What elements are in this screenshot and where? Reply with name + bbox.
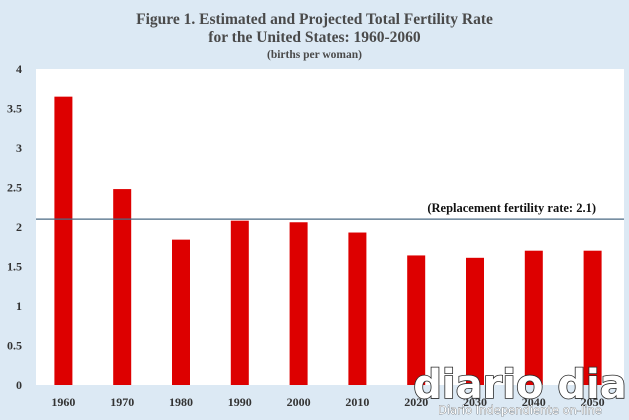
x-axis: 1960 1970 1980 1990 2000 2010 2020 2030 2040 2050 xyxy=(51,395,604,409)
bar-2020 xyxy=(407,255,426,385)
y-axis: 0 0.5 1 1.5 2 2.5 3 3.5 4 xyxy=(7,62,22,392)
bar-2030 xyxy=(466,257,484,385)
bars xyxy=(54,96,602,386)
x-tick-label: 2020 xyxy=(404,395,428,409)
y-tick-label: 0.5 xyxy=(7,339,22,353)
y-tick-label: 1 xyxy=(16,299,22,313)
bar-2010 xyxy=(348,232,367,385)
y-tick-label: 0 xyxy=(16,378,22,392)
bar-2040 xyxy=(524,250,543,385)
y-tick-label: 3 xyxy=(16,141,22,155)
x-tick-label: 1970 xyxy=(110,395,134,409)
y-tick-label: 2 xyxy=(16,220,22,234)
x-tick-label: 1960 xyxy=(51,395,75,409)
bar-2000 xyxy=(289,222,308,385)
x-tick-label: 2000 xyxy=(287,395,311,409)
watermark-tagline: Diario Independiente on-line xyxy=(438,403,602,417)
bar-1990 xyxy=(230,220,249,385)
chart-title-line2: for the United States: 1960-2060 xyxy=(208,29,421,46)
y-tick-label: 4 xyxy=(16,62,22,76)
x-tick-label: 1990 xyxy=(228,395,252,409)
bar-2050 xyxy=(583,250,602,385)
x-tick-label: 2010 xyxy=(345,395,369,409)
bar-1980 xyxy=(172,239,190,385)
y-tick-label: 3.5 xyxy=(7,102,22,116)
y-tick-label: 2.5 xyxy=(7,181,22,195)
x-tick-label: 1980 xyxy=(169,395,193,409)
replacement-rate-label: (Replacement fertility rate: 2.1) xyxy=(427,201,596,215)
x-tick-label: 2050 xyxy=(581,395,605,409)
reference-line-group: (Replacement fertility rate: 2.1) xyxy=(36,201,624,220)
watermark-brand: diario dia xyxy=(413,362,627,408)
chart-subtitle: (births per woman) xyxy=(267,49,362,61)
bar-1970 xyxy=(113,189,132,385)
y-tick-label: 1.5 xyxy=(7,260,22,274)
x-tick-label: 2030 xyxy=(463,395,487,409)
bar-1960 xyxy=(54,96,73,386)
x-tick-label: 2040 xyxy=(522,395,546,409)
watermark: diario dia Diario Independiente on-line xyxy=(412,361,627,417)
chart-title: Figure 1. Estimated and Projected Total … xyxy=(136,11,493,28)
